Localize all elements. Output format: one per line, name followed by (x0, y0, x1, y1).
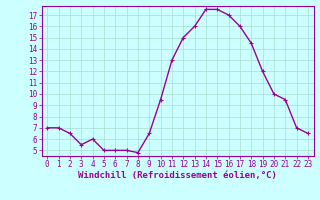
X-axis label: Windchill (Refroidissement éolien,°C): Windchill (Refroidissement éolien,°C) (78, 171, 277, 180)
